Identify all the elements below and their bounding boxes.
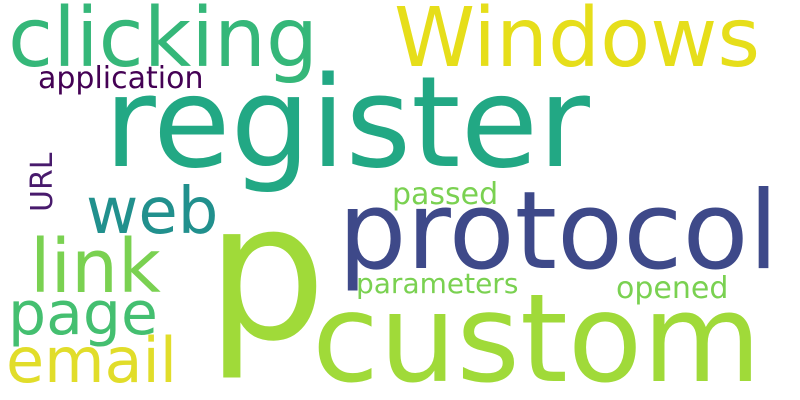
- word-page: page: [8, 279, 158, 349]
- word-parameters: parameters: [356, 267, 519, 300]
- word-opened: opened: [616, 271, 729, 306]
- word-p: p: [206, 162, 327, 383]
- word-custom: custom: [312, 268, 762, 400]
- word-application: application: [38, 61, 204, 96]
- word-email: email: [6, 324, 177, 397]
- word-passed: passed: [392, 177, 499, 212]
- word-windows: Windows: [394, 0, 761, 86]
- word-link: link: [30, 224, 161, 310]
- word-url: URL: [25, 152, 60, 212]
- word-clicking: clicking: [8, 0, 319, 86]
- word-protocol: protocol: [338, 169, 779, 294]
- word-web: web: [86, 175, 219, 249]
- word-register: register: [104, 49, 590, 196]
